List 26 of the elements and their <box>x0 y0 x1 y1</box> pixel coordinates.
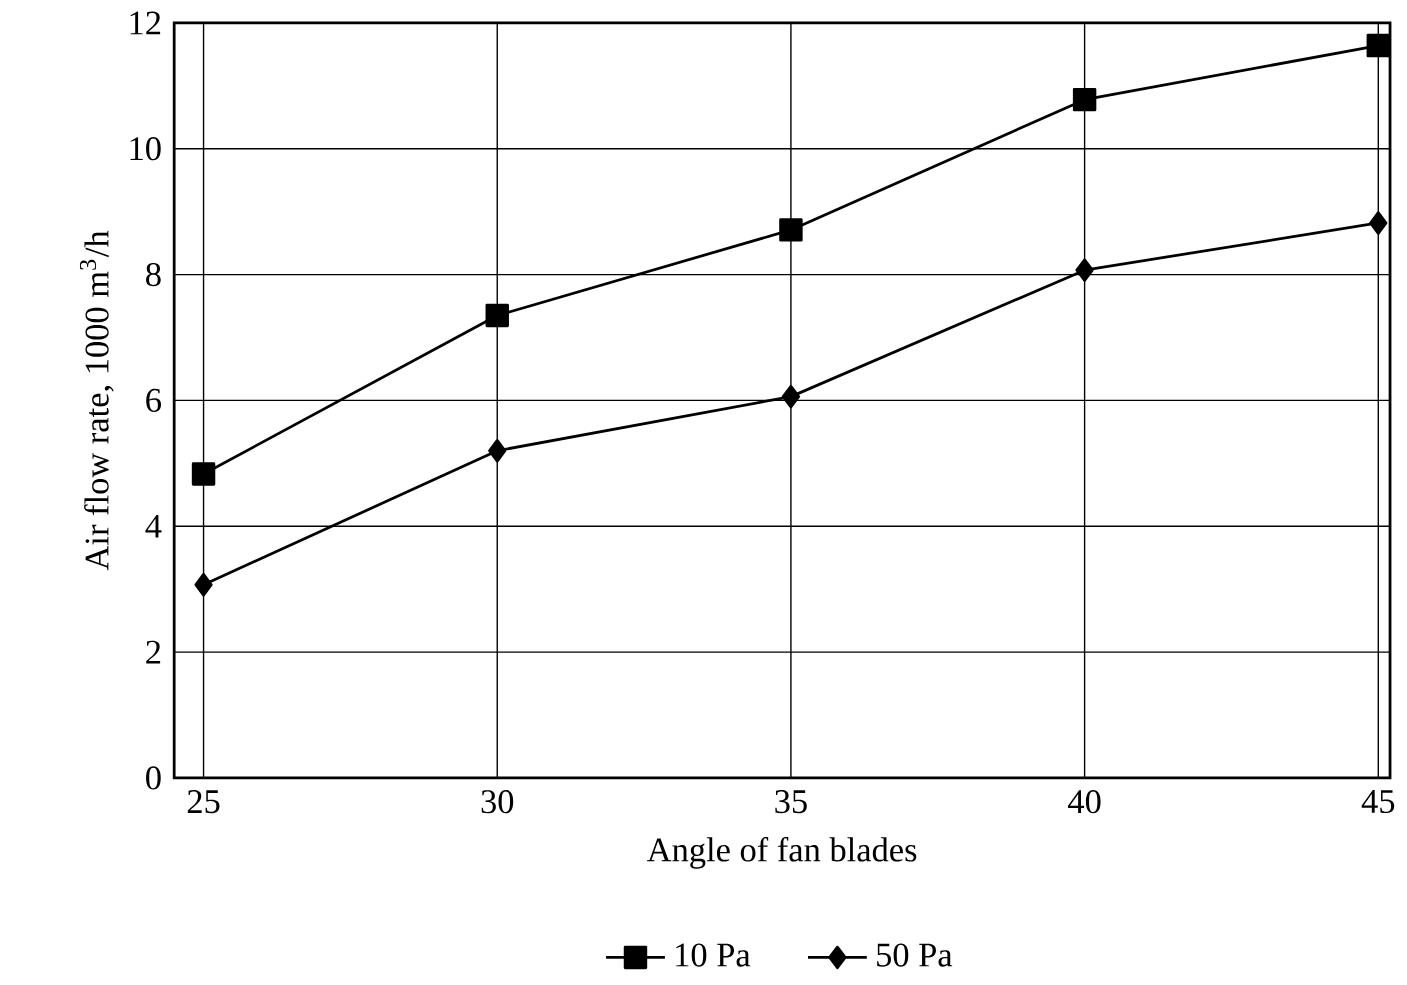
x-tick-label: 25 <box>187 789 220 814</box>
x-axis-title: Angle of fan blades <box>647 836 917 869</box>
point <box>1075 258 1094 282</box>
y-tick-label: 8 <box>146 262 161 287</box>
point <box>781 384 801 409</box>
x-tick-label: 35 <box>775 789 807 814</box>
y-tick-label: 4 <box>145 514 162 538</box>
point <box>1369 211 1388 235</box>
point <box>779 218 803 242</box>
x-tick-label: 30 <box>481 789 514 814</box>
point <box>1366 33 1391 58</box>
x-tick-label: 45 <box>1361 789 1395 813</box>
point <box>488 438 507 463</box>
y-tick-label: 2 <box>146 640 161 664</box>
point <box>485 303 509 328</box>
y-tick-label: 0 <box>146 766 161 790</box>
y-tick-label: 6 <box>146 388 161 412</box>
legend-label: 10 Pa <box>676 943 751 967</box>
legend-label: 50 Pa <box>877 943 953 967</box>
point <box>1072 87 1097 112</box>
point <box>191 462 216 486</box>
x-tick-label: 40 <box>1068 789 1101 814</box>
point <box>194 572 213 597</box>
y-axis-title: Air flow rate, 1000 m$^{3}$/h <box>79 230 114 571</box>
y-tick-label: 10 <box>130 136 161 161</box>
y-tick-label: 12 <box>130 11 161 35</box>
